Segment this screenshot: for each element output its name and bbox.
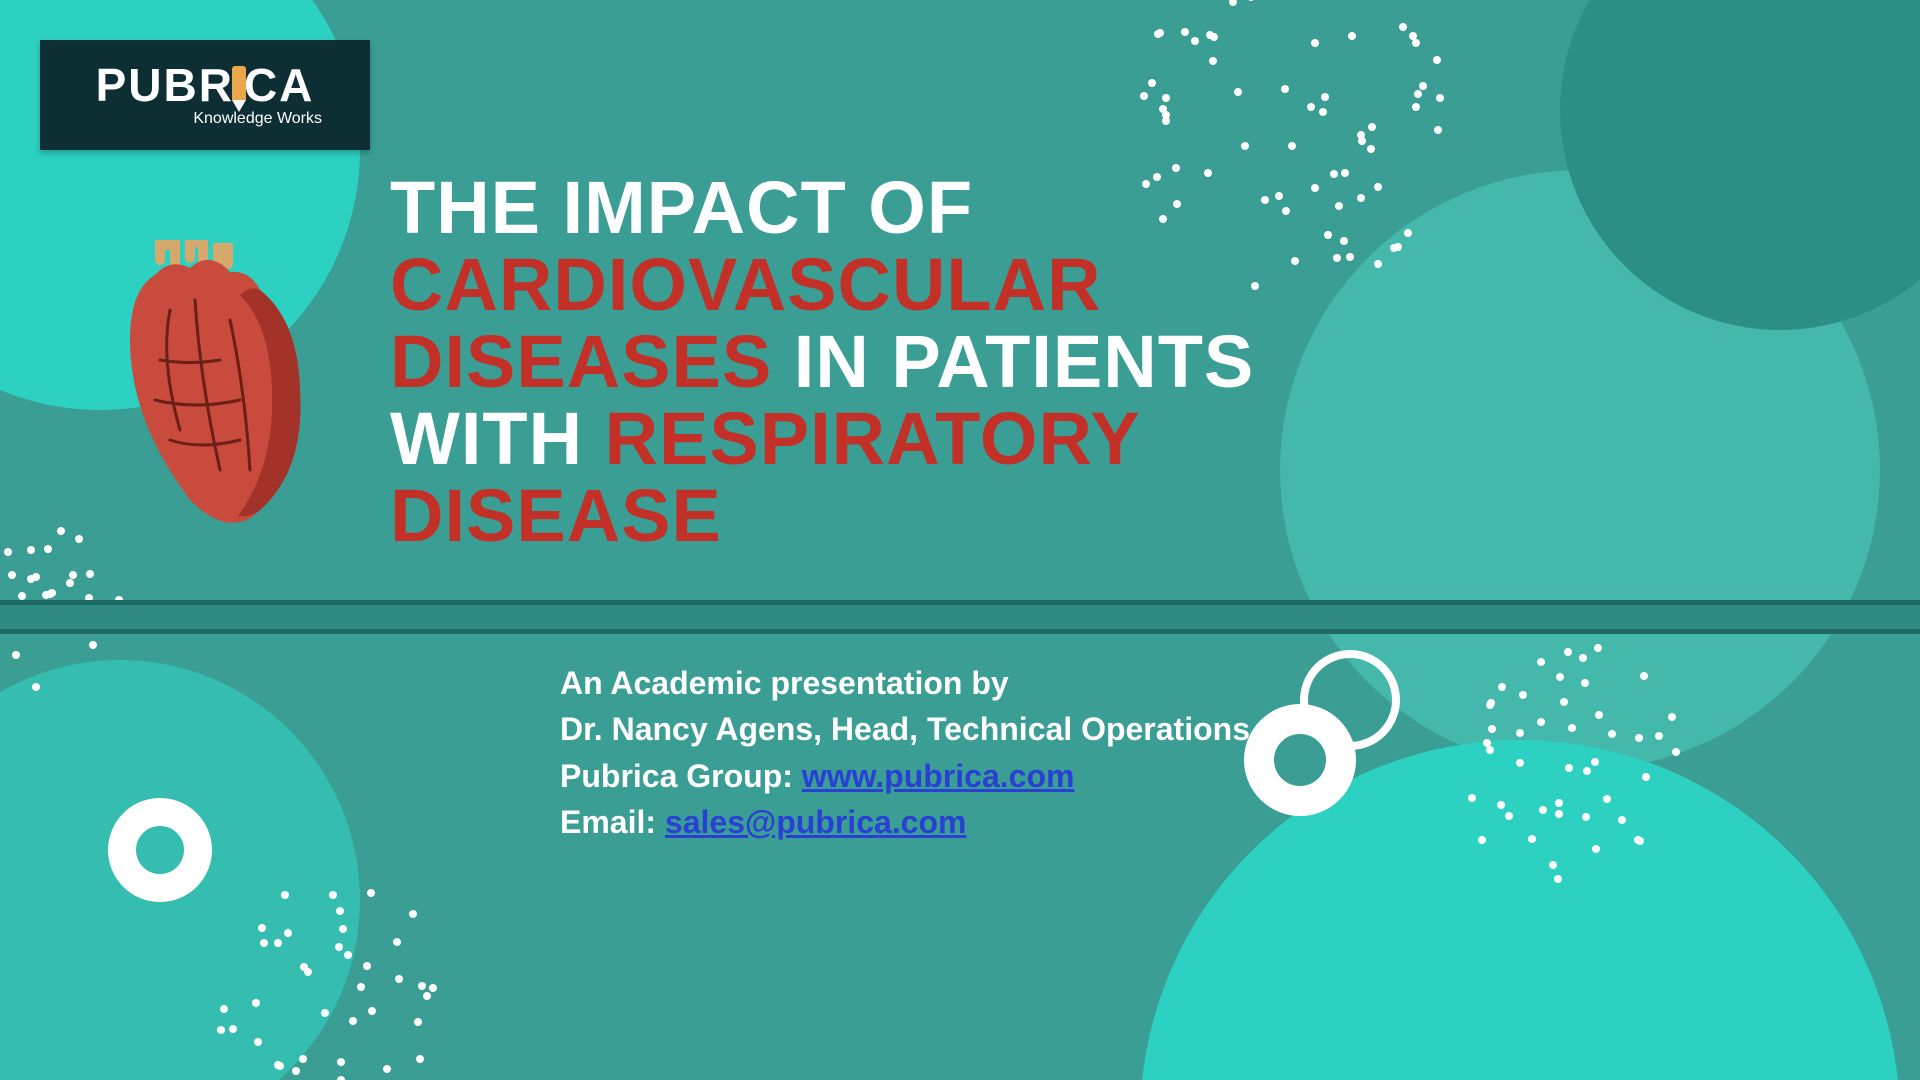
subtitle-prefix: Email: <box>560 804 665 840</box>
website-link[interactable]: www.pubrica.com <box>802 758 1075 794</box>
title-seg: IN PATIENTS <box>772 320 1254 403</box>
title-seg: DISEASES <box>390 320 772 403</box>
title-seg: RESPIRATORY <box>605 397 1141 480</box>
title-seg: CARDIOVASCULAR <box>390 243 1102 326</box>
decor-ring <box>1300 650 1400 750</box>
presentation-slide: PUBR CA Knowledge Works THE IMPACT OF CA… <box>0 0 1920 1080</box>
subtitle-line: Dr. Nancy Agens, Head, Technical Operati… <box>560 706 1259 752</box>
logo-tagline: Knowledge Works <box>193 110 322 128</box>
brand-logo: PUBR CA Knowledge Works <box>40 40 370 150</box>
title-seg: WITH <box>390 397 605 480</box>
subtitle-line: Email: sales@pubrica.com <box>560 799 1259 845</box>
title-seg: DISEASE <box>390 474 722 557</box>
subtitle-line: An Academic presentation by <box>560 660 1259 706</box>
slide-title: THE IMPACT OF CARDIOVASCULAR DISEASES IN… <box>390 170 1390 555</box>
subtitle-line: Pubrica Group: www.pubrica.com <box>560 753 1259 799</box>
subtitle-block: An Academic presentation by Dr. Nancy Ag… <box>560 660 1259 846</box>
pencil-icon <box>232 66 246 112</box>
subtitle-prefix: Pubrica Group: <box>560 758 802 794</box>
divider-band <box>0 600 1920 634</box>
title-seg: THE IMPACT OF <box>390 166 973 249</box>
decor-ring <box>108 798 212 902</box>
logo-text: PUBR CA <box>96 62 315 108</box>
email-link[interactable]: sales@pubrica.com <box>665 804 967 840</box>
heart-illustration <box>100 240 320 540</box>
logo-part2: CA <box>244 62 314 108</box>
logo-part1: PUBR <box>96 62 234 108</box>
